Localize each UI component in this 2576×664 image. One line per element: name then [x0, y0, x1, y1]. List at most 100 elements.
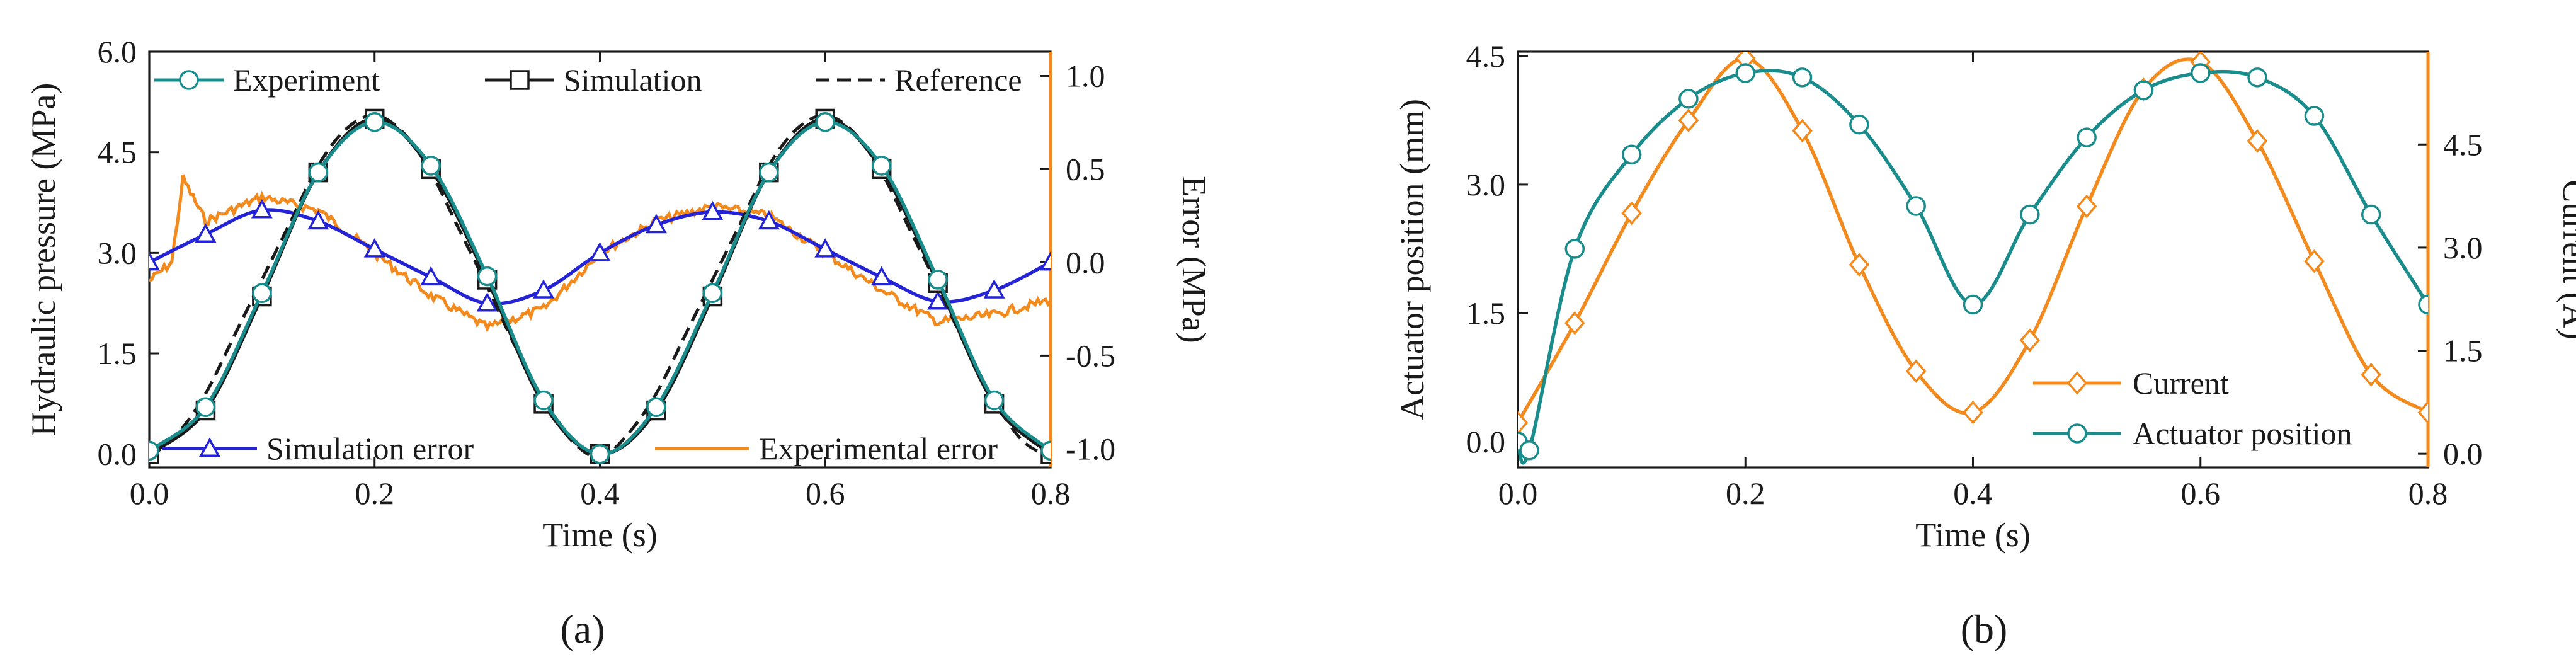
series-actuator-position-point — [2361, 204, 2381, 225]
series-simulation-error-point — [476, 292, 498, 312]
series-actuator-position-point — [1849, 114, 1869, 135]
series-actuator-position-point — [1678, 89, 1699, 109]
series-current-point — [2247, 129, 2268, 153]
series-simulation-error-point — [1040, 251, 1051, 271]
y-left-axis-title: Actuator position (mm) — [1393, 99, 1431, 420]
series-simulation-error-point — [307, 210, 329, 230]
y-right-tick-label: 1.5 — [2443, 333, 2483, 369]
x-tick-label: 0.2 — [1726, 476, 1765, 511]
series-simulation-error-point — [149, 251, 160, 271]
x-tick-label: 0.4 — [1953, 476, 1993, 511]
series-simulation-error-point — [420, 266, 442, 286]
legend-label: Simulation error — [266, 431, 474, 466]
legend-label: Reference — [894, 62, 1022, 98]
panel-b-label: (b) — [1961, 607, 2008, 651]
series-actuator-position — [1518, 63, 2428, 465]
series-simulation-error-point — [702, 200, 724, 220]
legend-entry-experimental-error: Experimental error — [655, 431, 998, 466]
series-simulation-error-point — [533, 279, 555, 299]
series-simulation-error-point — [758, 210, 780, 230]
y-right-tick-label: 0.0 — [2443, 436, 2483, 471]
series-actuator-position-point — [1906, 196, 1926, 216]
series-simulation-error-point — [814, 238, 836, 258]
series-experiment-point — [308, 162, 329, 183]
legend-label: Actuator position — [2133, 416, 2352, 451]
series-actuator-position-line — [1518, 69, 2428, 465]
series-simulation-line — [149, 117, 1051, 456]
series-experiment-point — [252, 283, 272, 303]
panel-a-chart: 0.0 0.2 0.4 0.6 0.8 0.0 1.5 3.0 4.5 6.0 -1.0 -0.5 0.… — [25, 34, 1213, 554]
series-simulation-error-point — [927, 290, 949, 310]
y-left-tick-label: 1.5 — [1466, 295, 1506, 331]
series-experiment-line — [149, 120, 1051, 456]
panel-b-chart: 0.0 0.2 0.4 0.6 0.8 0.0 1.5 3.0 4.5 0.0 1.5 3.0 4.5 T… — [1393, 38, 2576, 554]
y-right-tick-label: 4.5 — [2443, 127, 2483, 162]
series-current-point — [1621, 201, 1642, 226]
series-reference-line — [149, 113, 1051, 459]
series-simulation-error — [149, 198, 1051, 312]
plot-area — [149, 108, 1051, 464]
series-actuator-position-point — [1792, 67, 1813, 88]
series-reference — [149, 113, 1051, 459]
series-experiment-point — [928, 270, 948, 290]
series-actuator-position-point — [1519, 440, 1539, 461]
series-current — [1518, 52, 2428, 435]
legend-marker — [179, 70, 199, 90]
series-experiment-point — [365, 112, 385, 132]
y-right-tick-label: 0.0 — [1066, 244, 1105, 280]
series-experiment-point — [421, 156, 441, 176]
series-experiment — [149, 112, 1051, 464]
plot-area — [1518, 52, 2428, 465]
series-actuator-position-point — [2020, 204, 2040, 225]
series-actuator-position-point — [2304, 106, 2325, 126]
x-tick-label: 0.6 — [2181, 476, 2221, 511]
legend-entry-current: Current — [2033, 365, 2229, 401]
y-right-tick-label: 0.5 — [1066, 151, 1105, 186]
series-actuator-position-point — [1564, 239, 1585, 259]
legend-marker — [2066, 371, 2088, 395]
y-left-tick-label: 4.5 — [98, 135, 137, 170]
legend-label: Simulation — [564, 62, 702, 98]
series-current-point — [1518, 411, 1529, 435]
y-left-tick-label: 6.0 — [98, 34, 137, 69]
legend-entry-actuator-position: Actuator position — [2033, 416, 2352, 451]
series-simulation-error-point — [870, 266, 892, 286]
y-left-tick-label: 0.0 — [98, 437, 137, 472]
y-left-axis-title: Hydraulic pressure (MPa) — [25, 83, 62, 437]
series-current-point — [1849, 253, 1870, 277]
series-experiment-point — [590, 444, 610, 464]
x-tick-label: 0.2 — [355, 476, 395, 511]
y-left-tick-label: 1.5 — [98, 336, 137, 371]
series-actuator-position-point — [1963, 294, 1983, 315]
panel-a-label: (a) — [560, 607, 605, 651]
series-experiment-point — [149, 440, 159, 461]
y-right-tick-label: -1.0 — [1066, 431, 1115, 466]
legend-label: Experimental error — [759, 431, 998, 466]
x-axis-title: Time (s) — [1915, 516, 2031, 554]
series-simulation-error-point — [983, 279, 1005, 299]
y-left-tick-label: 4.5 — [1466, 38, 1506, 74]
series-current-point — [2019, 328, 2041, 352]
y-left-tick-label: 0.0 — [1466, 424, 1506, 459]
series-actuator-position-point — [2247, 67, 2267, 88]
y-left-tick-label: 3.0 — [1466, 167, 1506, 202]
legend-entry-reference: Reference — [816, 62, 1022, 98]
y-left-tick-label: 3.0 — [98, 235, 137, 270]
series-actuator-position-point — [1621, 144, 1642, 165]
series-simulation — [149, 108, 1051, 464]
series-actuator-position-point — [2418, 294, 2428, 315]
legend-marker — [199, 437, 220, 457]
y-right-axis-title: Error (MPa) — [1175, 176, 1213, 343]
series-current-point — [2304, 249, 2325, 273]
series-experiment-point — [646, 397, 666, 417]
series-experiment-point — [871, 156, 892, 176]
series-current-point — [1564, 311, 1585, 335]
legend-label: Current — [2133, 365, 2229, 401]
legend-entry-simulation: Simulation — [485, 62, 702, 98]
x-tick-label: 0.8 — [2408, 476, 2448, 511]
x-tick-label: 0.4 — [580, 476, 620, 511]
series-actuator-position-point — [1735, 63, 1755, 83]
series-simulation-error-point — [645, 214, 667, 234]
legend-marker — [2067, 423, 2087, 444]
